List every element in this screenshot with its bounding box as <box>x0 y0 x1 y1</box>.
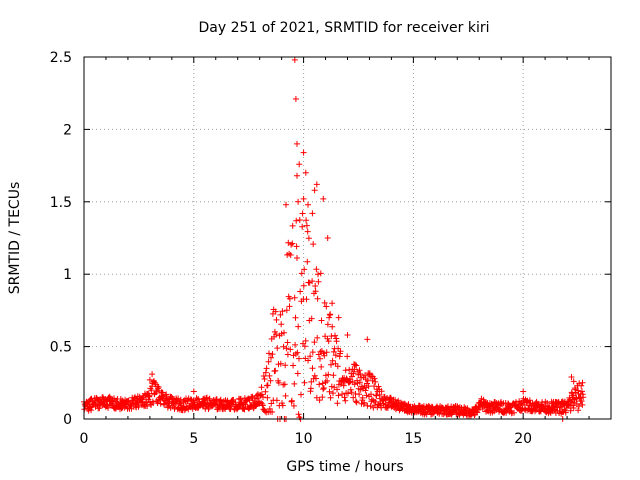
x-tick-label: 5 <box>189 431 198 447</box>
data-points <box>81 56 587 422</box>
y-tick-label: 2 <box>63 122 72 138</box>
y-tick-label: 2.5 <box>50 50 72 66</box>
y-tick-label: 0.5 <box>50 340 72 356</box>
axis-ticks <box>83 56 612 420</box>
data-point-markers <box>81 56 587 422</box>
x-tick-label: 10 <box>295 431 313 447</box>
grid-lines <box>84 57 611 419</box>
plot-frame <box>83 56 612 420</box>
x-tick-label: 0 <box>80 431 89 447</box>
y-tick-label: 1.5 <box>50 195 72 211</box>
y-tick-label: 0 <box>63 412 72 428</box>
y-axis-label: SRMTID / TECUs <box>7 182 23 295</box>
x-axis-label: GPS time / hours <box>286 459 403 475</box>
chart-title: Day 251 of 2021, SRMTID for receiver kir… <box>198 20 489 36</box>
x-tick-label: 20 <box>514 431 532 447</box>
y-tick-label: 1 <box>63 267 72 283</box>
tick-labels: 0 5 10 15 20 0 0.5 1 1.5 2 2.5 <box>50 50 532 447</box>
x-tick-label: 15 <box>404 431 422 447</box>
